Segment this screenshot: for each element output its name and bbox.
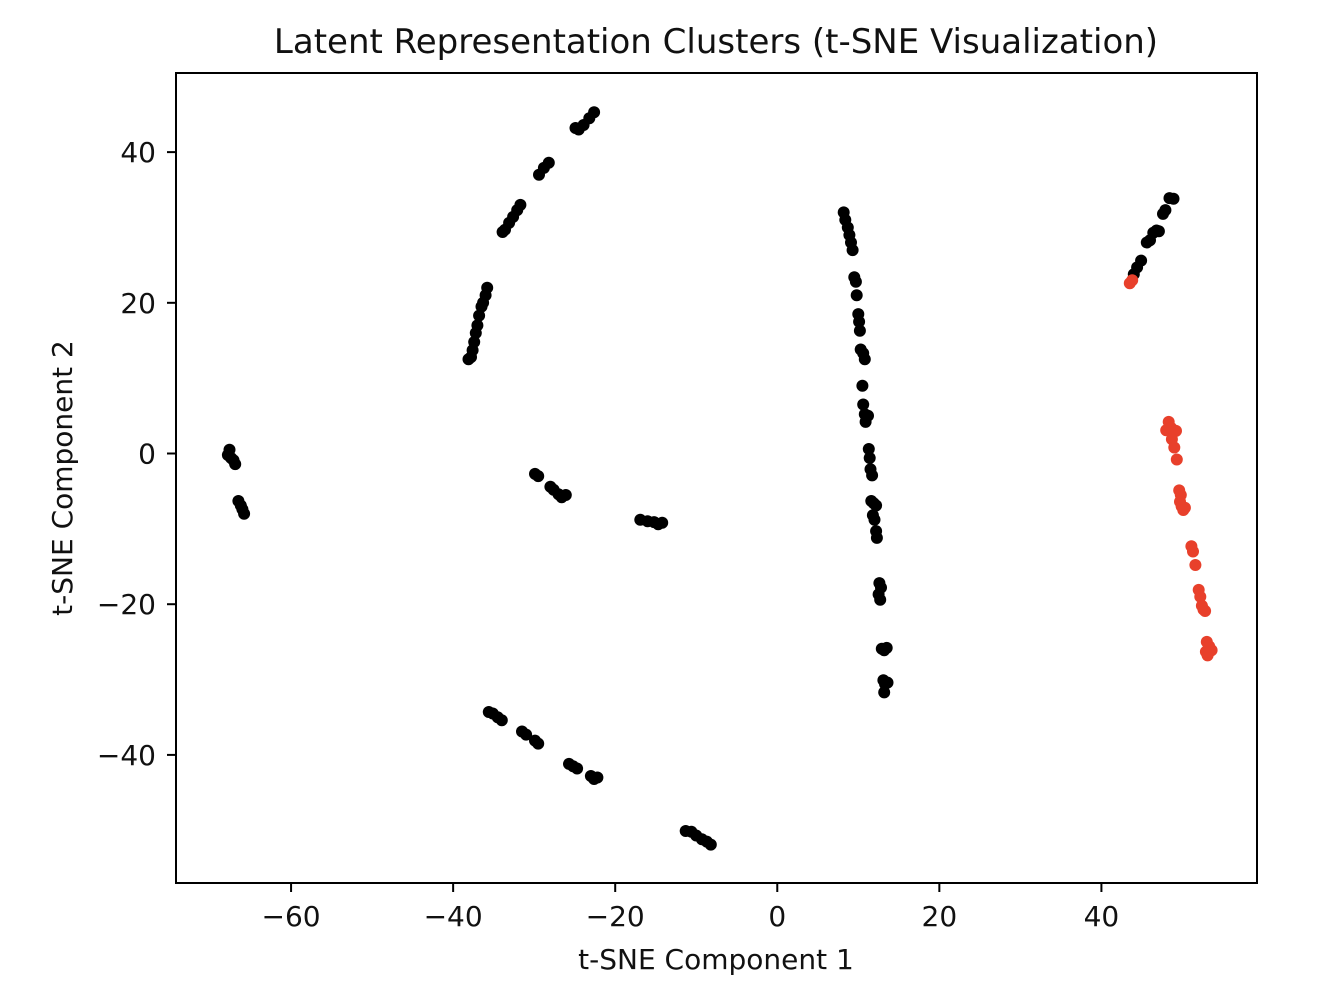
x-tick-label: 0 (768, 900, 786, 933)
x-axis-label: t-SNE Component 1 (578, 943, 854, 976)
data-point-black-96 (870, 531, 883, 544)
y-tick-label: −20 (97, 588, 156, 621)
data-point-black-17 (475, 300, 488, 313)
data-point-red-22 (1199, 605, 1212, 617)
x-axis: −60 −40 −20 0 20 40 (262, 883, 1120, 933)
data-point-black-87 (863, 452, 876, 464)
x-tick-label: −60 (262, 900, 321, 933)
data-point-black-81 (856, 379, 869, 392)
data-point-black-115 (1152, 225, 1165, 238)
data-point-red-8 (1170, 453, 1183, 466)
data-point-red-16 (1187, 545, 1199, 558)
data-point-black-33 (238, 507, 251, 520)
data-point-black-74 (850, 289, 863, 302)
data-point-black-107 (878, 686, 891, 699)
data-point-black-65 (704, 838, 717, 851)
data-point-black-13 (496, 226, 509, 238)
data-point-red-1 (1126, 274, 1139, 287)
data-point-black-56 (571, 762, 584, 775)
data-point-red-7 (1168, 441, 1181, 454)
points-layer (221, 106, 1218, 851)
data-point-black-77 (853, 324, 866, 337)
data-point-black-18 (473, 309, 486, 322)
data-point-black-82 (857, 398, 870, 411)
x-tick-label: −40 (424, 900, 483, 933)
data-point-black-76 (853, 315, 866, 328)
plot-frame (175, 72, 1258, 884)
data-point-black-24 (462, 353, 475, 366)
data-point-black-73 (849, 275, 862, 288)
data-point-black-119 (1167, 192, 1180, 205)
y-tick-label: 0 (138, 438, 156, 471)
x-tick-label: 20 (922, 900, 958, 933)
data-point-black-94 (868, 513, 881, 526)
data-point-red-17 (1189, 559, 1202, 571)
data-point-black-86 (862, 443, 875, 455)
data-point-black-106 (881, 676, 894, 689)
data-point-black-7 (533, 168, 545, 181)
data-point-black-89 (866, 469, 879, 482)
x-tick-label: −20 (586, 900, 645, 933)
data-point-red-27 (1199, 645, 1212, 658)
y-tick-label: 20 (120, 287, 156, 320)
data-point-black-117 (1159, 204, 1172, 217)
data-point-black-51 (520, 728, 533, 741)
data-point-black-59 (591, 771, 604, 784)
y-tick-label: 40 (120, 136, 156, 169)
data-point-black-49 (495, 714, 508, 727)
y-axis: −40 −20 0 20 40 (97, 136, 176, 772)
data-point-black-71 (846, 244, 859, 257)
y-tick-label: −40 (97, 739, 156, 772)
data-point-black-110 (1135, 254, 1148, 267)
data-point-black-4 (569, 122, 582, 134)
data-point-black-80 (858, 353, 871, 366)
data-point-black-29 (229, 458, 242, 471)
data-point-red-14 (1177, 504, 1190, 516)
data-point-black-53 (532, 737, 545, 750)
data-point-red-19 (1194, 590, 1207, 603)
data-point-black-35 (532, 470, 545, 483)
data-point-black-20 (469, 327, 482, 339)
y-axis-label: t-SNE Component 2 (46, 340, 79, 616)
x-tick-label: 40 (1084, 900, 1120, 933)
data-point-black-103 (880, 641, 893, 654)
chart-title: Latent Representation Clusters (t-SNE Vi… (274, 22, 1158, 62)
data-point-black-45 (656, 516, 669, 529)
data-point-black-85 (859, 415, 872, 428)
data-point-black-100 (874, 593, 887, 606)
data-point-black-40 (559, 489, 572, 501)
data-point-black-92 (870, 499, 883, 512)
